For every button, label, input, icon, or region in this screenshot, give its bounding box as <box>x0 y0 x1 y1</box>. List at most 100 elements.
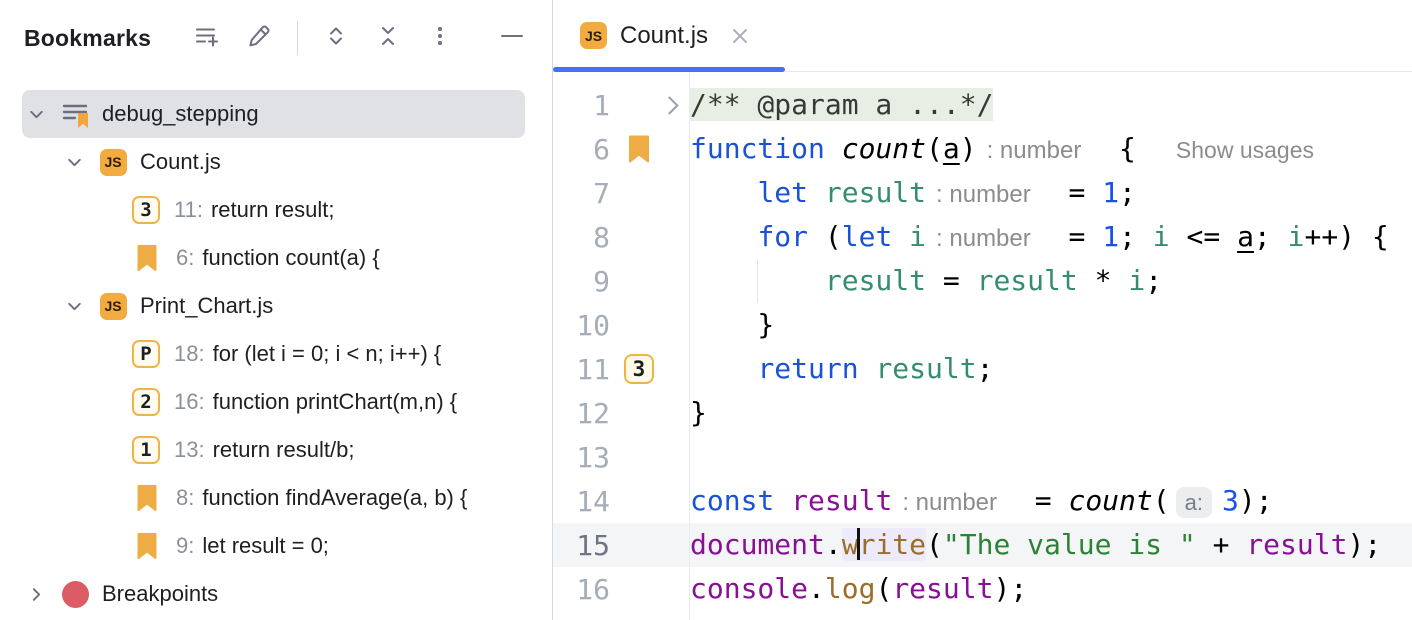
gutter-row[interactable]: 14 <box>553 479 689 523</box>
add-bookmarks-list-button[interactable] <box>191 22 223 54</box>
chevron-down-icon[interactable] <box>62 154 86 171</box>
gutter-row[interactable]: 13 <box>553 435 689 479</box>
mnemonic-badge[interactable]: 3 <box>622 347 656 391</box>
line-number[interactable]: 8 <box>593 220 610 254</box>
code-token: 3 <box>1221 484 1239 517</box>
line-number[interactable]: 9 <box>593 264 610 298</box>
more-options-button[interactable] <box>424 22 456 54</box>
tree-item-bookmark-mnemonic-3[interactable]: 3 11: return result; <box>22 186 525 234</box>
gutter-row[interactable]: 7 <box>553 171 689 215</box>
chevron-down-icon[interactable] <box>62 298 86 315</box>
code-token: = <box>926 264 977 297</box>
bookmark-flag-icon[interactable] <box>622 127 656 171</box>
code-token: ( <box>875 572 893 605</box>
gutter-row[interactable]: 12 <box>553 391 689 435</box>
chevron-down-icon[interactable] <box>24 106 48 123</box>
code-line[interactable]: /** @param a ...*/ <box>690 83 1412 127</box>
gutter-slot <box>622 391 656 435</box>
hide-panel-button[interactable] <box>496 22 528 54</box>
code-token: result <box>892 572 994 605</box>
type-inlay-hint: : number <box>902 489 998 516</box>
line-number[interactable]: 11 <box>576 352 610 386</box>
code-token: result <box>875 352 977 385</box>
code-area[interactable]: /** @param a ...*/function count(a): num… <box>690 72 1412 620</box>
gutter-row[interactable]: 10 <box>553 303 689 347</box>
code-line[interactable]: return result; <box>690 347 1412 391</box>
tree-item-bookmark-mnemonic-p[interactable]: P 18: for (let i = 0; i < n; i++) { <box>22 330 525 378</box>
gutter-row[interactable]: 1 <box>553 83 689 127</box>
fold-chevron-icon[interactable] <box>658 83 684 127</box>
code-token: log <box>824 572 876 605</box>
code-line[interactable] <box>690 435 1412 479</box>
gutter-row[interactable]: 11 3 <box>553 347 689 391</box>
line-number[interactable]: 12 <box>576 396 610 430</box>
line-number[interactable]: 16 <box>576 572 610 606</box>
tree-item-bookmark-line-9[interactable]: 9: let result = 0; <box>22 522 525 570</box>
code-token <box>690 220 757 253</box>
code-token: i <box>1287 220 1305 253</box>
gutter-row[interactable]: 6 <box>553 127 689 171</box>
line-number[interactable]: 10 <box>576 308 610 342</box>
editor-gutter: 1 6 7 8 9 10 11 3 12 13 14 15 16 <box>553 72 690 620</box>
gutter-row[interactable]: 15 <box>553 523 689 567</box>
gutter-row[interactable]: 16 <box>553 567 689 611</box>
tree-item-bookmark-line-8[interactable]: 8: function findAverage(a, b) { <box>22 474 525 522</box>
panel-title: Bookmarks <box>24 24 152 51</box>
line-number[interactable]: 15 <box>576 528 610 562</box>
js-file-icon: JS <box>99 292 127 320</box>
chevron-right-icon[interactable] <box>24 586 48 603</box>
line-number[interactable]: 1 <box>593 88 610 122</box>
bookmarks-panel: Bookmarks debug_stepping JS Count.js 3 11: re… <box>0 0 552 620</box>
line-number[interactable]: 13 <box>576 440 610 474</box>
expand-all-button[interactable] <box>320 22 352 54</box>
code-line[interactable]: result = result * i; <box>690 259 1412 303</box>
line-number[interactable]: 7 <box>593 176 610 210</box>
code-token: let <box>841 220 893 253</box>
code-line[interactable]: document.write("The value is " + result)… <box>690 523 1412 567</box>
fold-chevron-icon <box>659 95 679 115</box>
edit-bookmark-button[interactable] <box>243 22 275 54</box>
panel-toolbar <box>191 21 528 55</box>
tree-item-bookmark-mnemonic-1[interactable]: 1 13: return result/b; <box>22 426 525 474</box>
code-token: ++) { <box>1304 220 1389 253</box>
code-token: result <box>791 484 893 517</box>
code-line[interactable]: } <box>690 303 1412 347</box>
tree-item-count-js[interactable]: JS Count.js <box>22 138 525 186</box>
line-number[interactable]: 6 <box>593 132 610 166</box>
code-line[interactable]: console.log(result); <box>690 567 1412 611</box>
code-token: ; <box>1253 220 1288 253</box>
param-name-hint: a: <box>1175 487 1212 518</box>
code-token: document <box>690 528 825 561</box>
tree-item-bookmark-mnemonic-2[interactable]: 2 16: function printChart(m,n) { <box>22 378 525 426</box>
collapse-all-icon <box>374 22 402 55</box>
tree-item-label: debug_stepping <box>102 101 259 126</box>
gutter-row[interactable]: 8 <box>553 215 689 259</box>
bookmark-text: return result; <box>210 197 335 222</box>
tree-item-debug-stepping[interactable]: debug_stepping <box>22 90 525 138</box>
code-token: . <box>824 528 842 561</box>
code-line[interactable]: const result: number = count(a: 3); <box>690 479 1412 523</box>
code-line[interactable]: let result: number = 1; <box>690 171 1412 215</box>
code-token: i <box>1152 220 1170 253</box>
line-number[interactable]: 14 <box>576 484 610 518</box>
code-token <box>690 352 757 385</box>
panel-splitter[interactable] <box>552 0 553 620</box>
bookmark-line-number: 8: <box>176 485 195 510</box>
code-token: . <box>808 572 825 605</box>
fold-slot <box>658 523 684 567</box>
tree-item-breakpoints[interactable]: Breakpoints <box>22 570 525 618</box>
fold-slot <box>658 127 684 171</box>
code-line[interactable]: for (let i: number = 1; i <= a; i++) { <box>690 215 1412 259</box>
close-tab-icon[interactable] <box>729 25 751 47</box>
tab-bar: JS Count.js <box>553 0 1412 72</box>
code-line[interactable]: function count(a): number {Show usages <box>690 127 1412 171</box>
tree-item-print-chart-js[interactable]: JS Print_Chart.js <box>22 282 525 330</box>
collapse-all-button[interactable] <box>372 22 404 54</box>
code-token: ; <box>1145 264 1163 297</box>
gutter-slot <box>622 567 656 611</box>
code-line[interactable]: } <box>690 391 1412 435</box>
gutter-row[interactable]: 9 <box>553 259 689 303</box>
tab-count-js[interactable]: JS Count.js <box>553 0 785 72</box>
tree-item-bookmark-line-6[interactable]: 6: function count(a) { <box>22 234 525 282</box>
gutter-slot <box>622 479 656 523</box>
